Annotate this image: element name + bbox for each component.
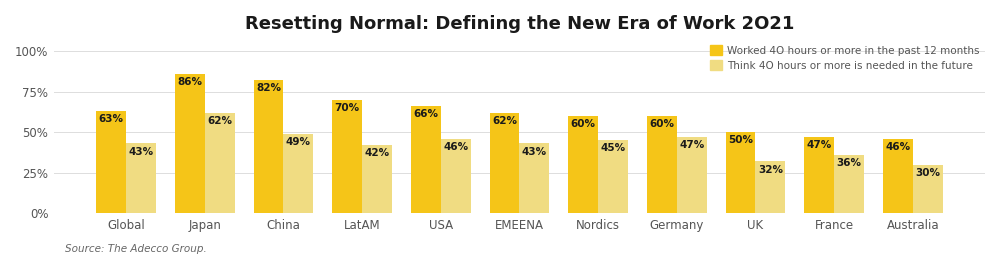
Text: 47%: 47%	[679, 140, 704, 150]
Title: Resetting Normal: Defining the New Era of Work 2O21: Resetting Normal: Defining the New Era o…	[245, 15, 794, 33]
Bar	[647, 116, 677, 213]
Text: 50%: 50%	[728, 135, 753, 145]
Bar	[883, 139, 913, 213]
Bar	[834, 155, 864, 213]
Text: 43%: 43%	[129, 147, 154, 157]
Bar	[519, 143, 549, 213]
Bar	[913, 164, 943, 213]
Text: 62%: 62%	[492, 116, 517, 126]
Bar	[96, 111, 126, 213]
Text: 46%: 46%	[443, 142, 468, 152]
Text: 60%: 60%	[649, 119, 674, 129]
Text: 47%: 47%	[807, 140, 832, 150]
Bar	[726, 132, 755, 213]
Text: 70%: 70%	[335, 103, 360, 113]
Bar	[598, 140, 628, 213]
Text: 62%: 62%	[207, 116, 232, 126]
Text: 36%: 36%	[837, 158, 862, 168]
Text: 42%: 42%	[365, 148, 390, 158]
Bar	[677, 137, 707, 213]
Text: 32%: 32%	[758, 164, 783, 175]
Text: 82%: 82%	[256, 84, 281, 94]
Text: 46%: 46%	[885, 142, 910, 152]
Bar	[441, 139, 471, 213]
Bar	[205, 113, 235, 213]
Text: 60%: 60%	[571, 119, 596, 129]
Text: 66%: 66%	[413, 109, 438, 120]
Text: 63%: 63%	[99, 114, 124, 124]
Bar	[411, 106, 441, 213]
Bar	[490, 113, 519, 213]
Text: 49%: 49%	[286, 137, 311, 147]
Bar	[804, 137, 834, 213]
Text: 86%: 86%	[177, 77, 202, 87]
Text: 43%: 43%	[522, 147, 547, 157]
Text: Source: The Adecco Group.: Source: The Adecco Group.	[65, 244, 207, 254]
Text: 30%: 30%	[915, 168, 940, 178]
Bar	[755, 161, 785, 213]
Bar	[283, 134, 313, 213]
Bar	[126, 143, 156, 213]
Bar	[568, 116, 598, 213]
Bar	[362, 145, 392, 213]
Bar	[332, 100, 362, 213]
Bar	[254, 80, 283, 213]
Text: 45%: 45%	[601, 143, 626, 153]
Legend: Worked 4O hours or more in the past 12 months, Think 4O hours or more is needed : Worked 4O hours or more in the past 12 m…	[710, 45, 980, 71]
Bar	[175, 74, 205, 213]
